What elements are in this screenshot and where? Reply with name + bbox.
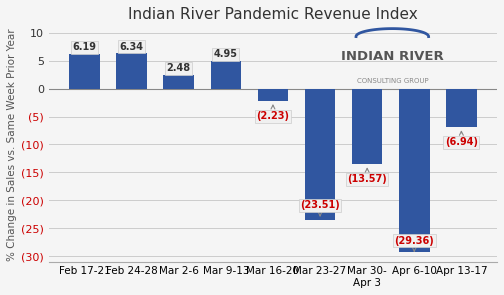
Text: (23.51): (23.51) xyxy=(300,200,340,216)
Bar xyxy=(163,75,194,88)
Bar xyxy=(69,54,100,88)
Text: (29.36): (29.36) xyxy=(395,236,434,251)
Text: (2.23): (2.23) xyxy=(257,105,289,121)
Bar xyxy=(258,88,288,101)
Y-axis label: % Change in Sales vs. Same Week Prior Year: % Change in Sales vs. Same Week Prior Ye… xyxy=(7,28,17,261)
Text: CONSULTING GROUP: CONSULTING GROUP xyxy=(356,78,428,84)
Text: (6.94): (6.94) xyxy=(445,131,478,148)
Text: 6.19: 6.19 xyxy=(73,42,97,53)
Text: 4.95: 4.95 xyxy=(214,49,238,59)
Bar xyxy=(305,88,335,220)
Text: 2.48: 2.48 xyxy=(167,63,191,73)
Text: INDIAN RIVER: INDIAN RIVER xyxy=(341,50,444,63)
Bar xyxy=(446,88,477,127)
Text: (13.57): (13.57) xyxy=(347,168,387,184)
Bar xyxy=(399,88,429,253)
Title: Indian River Pandemic Revenue Index: Indian River Pandemic Revenue Index xyxy=(128,7,418,22)
Bar xyxy=(352,88,383,164)
Bar xyxy=(116,53,147,88)
Text: 6.34: 6.34 xyxy=(119,42,144,52)
Bar xyxy=(211,61,241,88)
